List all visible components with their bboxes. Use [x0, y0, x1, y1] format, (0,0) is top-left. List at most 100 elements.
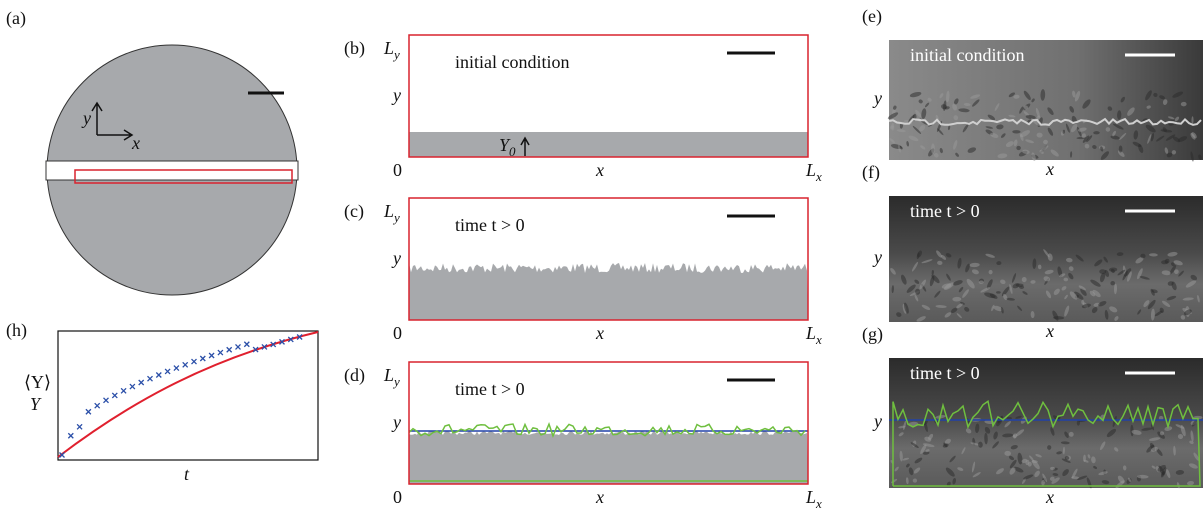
cell: [906, 284, 916, 293]
cell: [914, 279, 920, 284]
cell: [985, 253, 996, 258]
cell: [996, 261, 1002, 266]
axis-label: x: [595, 487, 604, 507]
cell: [1025, 115, 1036, 120]
axis-label: y: [872, 88, 882, 108]
cell: [1146, 444, 1155, 453]
axis-label: Y: [30, 394, 42, 414]
cell: [898, 432, 904, 437]
cell: [1148, 437, 1161, 441]
cell: [1151, 465, 1156, 469]
cell: [939, 148, 943, 154]
cell: [1091, 456, 1096, 464]
cell: [923, 420, 928, 425]
cell: [1114, 447, 1119, 452]
cell: [918, 99, 923, 104]
cell: [1156, 135, 1165, 142]
cell: [906, 463, 910, 468]
cell: [961, 447, 966, 455]
cell: [1172, 91, 1184, 98]
cell: [980, 287, 991, 293]
cell: [1042, 473, 1047, 482]
panel-f: (f) time t > 0 y x: [862, 162, 1203, 341]
cell: [920, 145, 926, 150]
cell: [1002, 433, 1014, 438]
cell: [916, 252, 920, 260]
cross: [120, 387, 127, 394]
cell: [1100, 146, 1104, 152]
cell: [1023, 90, 1031, 101]
cell: [965, 263, 970, 273]
cell: [990, 132, 999, 138]
cell: [912, 478, 918, 483]
cell: [950, 307, 958, 313]
region-box: [74, 169, 293, 184]
panel-label: (d): [344, 365, 365, 386]
axis-label: x: [595, 323, 604, 343]
cell: [1190, 430, 1194, 442]
cell: [1000, 133, 1006, 138]
domain-box: [408, 34, 809, 158]
cell: [1062, 469, 1069, 477]
cell: [1068, 431, 1074, 437]
micrograph: [889, 196, 1203, 322]
cell: [896, 129, 906, 133]
cross: [261, 344, 268, 350]
cell: [1107, 106, 1113, 111]
axis-end-label: Ly: [383, 201, 400, 225]
cross: [217, 349, 224, 356]
cross: [252, 346, 259, 353]
cell: [914, 294, 919, 302]
cell: [966, 278, 975, 289]
axis-end-label: Lx: [805, 323, 822, 347]
cell: [993, 431, 998, 440]
cross: [76, 423, 83, 430]
cell: [1008, 455, 1015, 461]
axis-label: t: [184, 464, 190, 484]
cell: [1030, 311, 1035, 319]
panel-h: (h) ⟨Y⟩ Y t: [6, 320, 319, 484]
cell: [1105, 127, 1111, 132]
cell: [941, 104, 948, 110]
cell: [909, 91, 922, 98]
cell: [997, 153, 1008, 159]
cell: [1064, 455, 1070, 461]
cell: [1027, 461, 1032, 467]
cell: [972, 99, 980, 107]
cell: [1004, 421, 1011, 428]
cell: [906, 141, 910, 147]
cell: [1118, 145, 1123, 153]
panel-label: (h): [6, 320, 27, 341]
label-base: L: [805, 323, 816, 343]
cell: [944, 312, 952, 318]
cell: [1177, 434, 1184, 439]
front-contour: [892, 399, 1201, 487]
label-base: Y: [499, 135, 511, 155]
cross: [270, 341, 277, 348]
cell: [1145, 90, 1152, 101]
panel-d: (d) Ly time t > 0y0 x Lx: [344, 361, 822, 508]
cell: [962, 123, 969, 133]
cell: [964, 307, 970, 312]
axis-label: y: [872, 247, 882, 267]
cell: [1190, 274, 1198, 281]
cell: [1122, 270, 1128, 281]
cell: [946, 90, 950, 103]
cell: [946, 273, 951, 281]
cell: [1141, 427, 1153, 431]
cell: [1036, 132, 1043, 138]
cell: [1180, 101, 1187, 107]
cell: [1117, 269, 1126, 276]
cell: [1003, 293, 1008, 301]
cell: [1044, 269, 1054, 275]
cell: [952, 103, 957, 111]
cell: [1043, 276, 1051, 282]
cell: [1061, 458, 1071, 463]
cell: [893, 105, 897, 110]
cell: [911, 261, 919, 272]
cell: [1019, 285, 1025, 289]
axis-label: ⟨Y⟩: [24, 372, 51, 392]
cell: [1156, 448, 1163, 457]
cell: [1099, 441, 1106, 451]
cell: [969, 262, 980, 268]
